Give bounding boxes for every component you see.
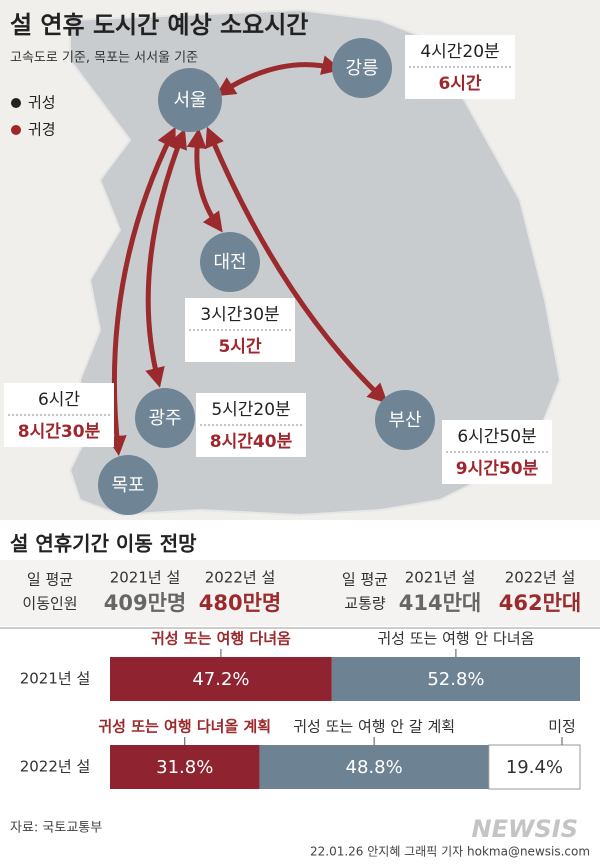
stat-label: 일 평균 xyxy=(27,571,73,589)
bar-segment xyxy=(331,657,580,701)
city-circle xyxy=(375,390,435,450)
title: 설 연휴 도시간 예상 소요시간 xyxy=(10,11,308,39)
stat-column: 2021년 설 xyxy=(110,569,181,587)
stats-background xyxy=(0,560,600,626)
route-out: 6시간 xyxy=(38,390,80,410)
series-name: 귀성 또는 여행 안 다녀옴 xyxy=(377,630,534,648)
route-box xyxy=(442,420,552,484)
city-circle xyxy=(158,68,222,132)
bar-category: 2021년 설 xyxy=(20,670,91,688)
logo: NEWSIS xyxy=(472,815,578,843)
series-name: 귀성 또는 여행 다녀옴 xyxy=(151,630,291,648)
bar-segment xyxy=(110,657,332,701)
route-box xyxy=(185,298,295,362)
city-label: 서울 xyxy=(173,90,206,111)
series-name: 귀성 또는 여행 다녀올 계획 xyxy=(98,718,271,736)
subtitle: 고속도로 기준, 목포는 서서울 기준 xyxy=(10,51,198,66)
bar-value-label: 48.8% xyxy=(346,757,403,778)
series-name: 귀성 또는 여행 안 갈 계획 xyxy=(293,718,455,736)
route-back: 9시간50분 xyxy=(456,459,539,479)
route-back: 8시간40분 xyxy=(210,432,293,452)
route-out: 5시간20분 xyxy=(211,400,290,420)
bar-category: 2022년 설 xyxy=(20,758,91,776)
legend-label: 귀성 xyxy=(28,94,56,112)
section-title: 설 연휴기간 이동 전망 xyxy=(10,532,197,556)
route-box xyxy=(405,35,515,99)
city-label: 강릉 xyxy=(345,58,378,79)
legend-dot xyxy=(11,98,21,108)
legend-label: 귀경 xyxy=(28,121,56,139)
stat-value: 480만명 xyxy=(199,591,281,615)
stat-value: 409만명 xyxy=(104,591,186,615)
stat-value: 462만대 xyxy=(499,591,581,615)
arrows xyxy=(106,55,388,456)
bar-segment xyxy=(488,744,581,790)
stat-column: 2022년 설 xyxy=(205,569,276,587)
route-box xyxy=(4,383,114,447)
route-back: 5시간 xyxy=(218,337,261,357)
credit: 22.01.26 안지혜 그래픽 기자 hokma@newsis.com xyxy=(310,845,590,859)
city-label: 대전 xyxy=(213,252,246,273)
city-circle xyxy=(332,38,392,98)
arrow xyxy=(106,126,176,456)
route-out: 6시간50분 xyxy=(457,427,536,447)
stat-value: 414만대 xyxy=(399,591,481,615)
bar-value-label: 47.2% xyxy=(192,669,249,690)
bar-segment xyxy=(110,745,260,789)
route-out: 4시간20분 xyxy=(420,42,499,62)
arrow xyxy=(215,55,342,97)
route-back: 6시간 xyxy=(438,74,481,94)
arrow xyxy=(205,126,388,404)
bar-value-label: 19.4% xyxy=(506,757,563,778)
city-circle xyxy=(98,455,158,515)
city-label: 광주 xyxy=(148,408,181,429)
bar-value-label: 31.8% xyxy=(156,757,213,778)
route-back: 8시간30분 xyxy=(18,422,101,442)
city-label: 목포 xyxy=(111,475,144,496)
series-name: 미정 xyxy=(548,718,576,736)
bar-segment xyxy=(259,745,489,789)
city-label: 부산 xyxy=(388,410,421,431)
source: 자료: 국토교통부 xyxy=(10,821,102,836)
city-circle xyxy=(135,388,195,448)
city-circle xyxy=(200,232,260,292)
route-box xyxy=(196,393,306,457)
stat-label: 이동인원 xyxy=(22,595,77,613)
bar-value-label: 52.8% xyxy=(427,669,484,690)
stat-label: 일 평균 xyxy=(342,571,388,589)
route-out: 3시간30분 xyxy=(200,305,279,325)
stat-column: 2022년 설 xyxy=(505,569,576,587)
legend-dot xyxy=(11,125,21,135)
stat-label: 교통량 xyxy=(344,595,386,613)
stat-column: 2021년 설 xyxy=(405,569,476,587)
